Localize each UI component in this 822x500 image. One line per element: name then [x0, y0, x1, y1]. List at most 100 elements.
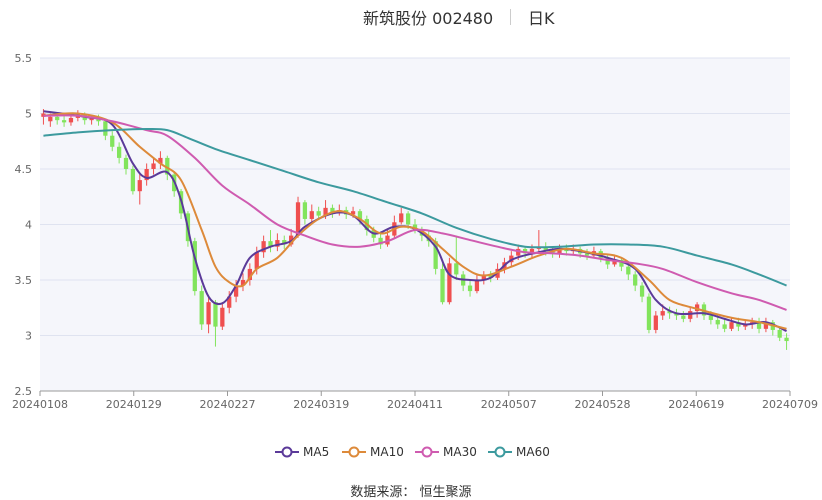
candle-body	[694, 304, 700, 312]
legend-item-ma5[interactable]: MA5	[275, 443, 329, 461]
candle-body	[736, 322, 741, 327]
x-tick-label: 20240108	[12, 398, 68, 411]
candle-body	[633, 274, 638, 286]
candle-body	[681, 315, 686, 319]
y-tick-label: 3	[25, 330, 32, 343]
x-tick-label: 20240528	[575, 398, 631, 411]
moving-average-lines	[43, 110, 787, 332]
ma60-line	[43, 128, 787, 287]
candle-body	[268, 241, 273, 247]
candle-body	[275, 240, 280, 247]
candle-body	[110, 135, 115, 147]
candle-body	[440, 268, 445, 303]
x-tick-label: 20240709	[762, 398, 818, 411]
y-tick-label: 2.5	[15, 385, 33, 398]
candle-body	[206, 302, 211, 325]
candle-body	[144, 169, 149, 181]
y-tick-label: 4.5	[15, 163, 33, 176]
candle-body	[254, 252, 259, 269]
candle-body	[763, 322, 769, 329]
candle-body	[240, 280, 246, 286]
title-separator	[510, 9, 511, 25]
candle-body	[96, 117, 101, 122]
candle-body	[350, 211, 356, 215]
candle-body	[405, 213, 411, 225]
candle-body	[447, 263, 452, 303]
candle-body	[433, 241, 438, 269]
y-tick-label: 4	[25, 219, 32, 232]
candle-body	[220, 307, 225, 327]
candle-body	[729, 322, 734, 329]
x-tick-label: 20240619	[668, 398, 724, 411]
candle-body	[474, 280, 480, 292]
candle-body	[777, 329, 782, 338]
x-axis-ticks: 20240108 20240129 20240227 20240319 20240411…	[12, 391, 818, 411]
candle-body	[213, 302, 218, 327]
candle-body	[130, 169, 136, 192]
candle-body	[61, 120, 67, 123]
candle-body	[399, 213, 404, 223]
candle-body	[103, 121, 108, 136]
candle-body	[116, 146, 122, 158]
y-tick-label: 3.5	[15, 274, 33, 287]
ma60-legend-icon	[488, 446, 512, 458]
x-tick-label: 20240319	[293, 398, 349, 411]
legend: MA5 MA10 MA30 MA60	[0, 443, 822, 461]
ma30-line	[43, 114, 787, 311]
candle-body	[743, 324, 748, 327]
candle-body	[261, 241, 266, 253]
candle-body	[357, 211, 363, 219]
x-tick-label: 20240129	[106, 398, 162, 411]
candle-body	[316, 211, 321, 216]
candle-body	[784, 337, 789, 342]
legend-item-ma30[interactable]: MA30	[415, 443, 477, 461]
x-tick-label: 20240227	[200, 398, 256, 411]
candle-body	[722, 324, 727, 329]
candle-body	[488, 274, 493, 278]
y-tick-label: 5	[25, 108, 32, 121]
candle-body	[282, 240, 287, 245]
candle-body	[68, 117, 74, 123]
candle-body	[516, 248, 521, 256]
candle-body	[756, 322, 762, 329]
data-source: 数据来源： 恒生聚源	[350, 485, 472, 500]
candle-body	[330, 207, 335, 214]
candle-body	[660, 311, 665, 316]
candle-body	[385, 235, 390, 245]
x-tick-label: 20240507	[481, 398, 537, 411]
legend-item-ma10[interactable]: MA10	[342, 443, 404, 461]
candle-body	[708, 315, 714, 320]
candle-body	[612, 260, 617, 265]
legend-label-ma5: MA5	[303, 445, 330, 459]
chart-title: 新筑股份 002480 日K	[0, 5, 822, 29]
candle-body	[646, 296, 652, 330]
candle-body	[688, 311, 693, 319]
legend-label-ma30: MA30	[443, 445, 477, 459]
ma5-legend-icon	[275, 446, 299, 458]
candle-body	[295, 202, 301, 236]
candle-body	[247, 268, 252, 280]
y-axis-ticks: 2.5 3 3.5 4 4.5 5 5.5	[15, 52, 33, 398]
candle-body	[151, 163, 156, 169]
candle-body	[89, 117, 94, 121]
period-label: 日K	[528, 9, 555, 28]
candle-body	[667, 311, 672, 314]
candle-body	[378, 237, 383, 245]
y-tick-label: 5.5	[15, 52, 33, 65]
candle-body	[639, 285, 645, 297]
candle-body	[302, 202, 308, 219]
candlestick-chart: 2.5 3 3.5 4 4.5 5 5.5 20240108 20240129 20240227…	[12, 52, 818, 411]
candle-body	[165, 157, 170, 175]
candle-body	[454, 263, 459, 275]
candle-body	[55, 116, 60, 121]
legend-item-ma60[interactable]: MA60	[488, 443, 550, 461]
candle-body	[605, 257, 610, 265]
grid-lines	[40, 57, 790, 336]
candle-body	[137, 180, 142, 192]
ma10-line	[43, 112, 787, 330]
candle-body	[674, 313, 679, 316]
candle-body	[158, 157, 163, 164]
candle-body	[123, 157, 129, 169]
candle-body	[481, 274, 486, 280]
candle-body	[653, 315, 658, 330]
